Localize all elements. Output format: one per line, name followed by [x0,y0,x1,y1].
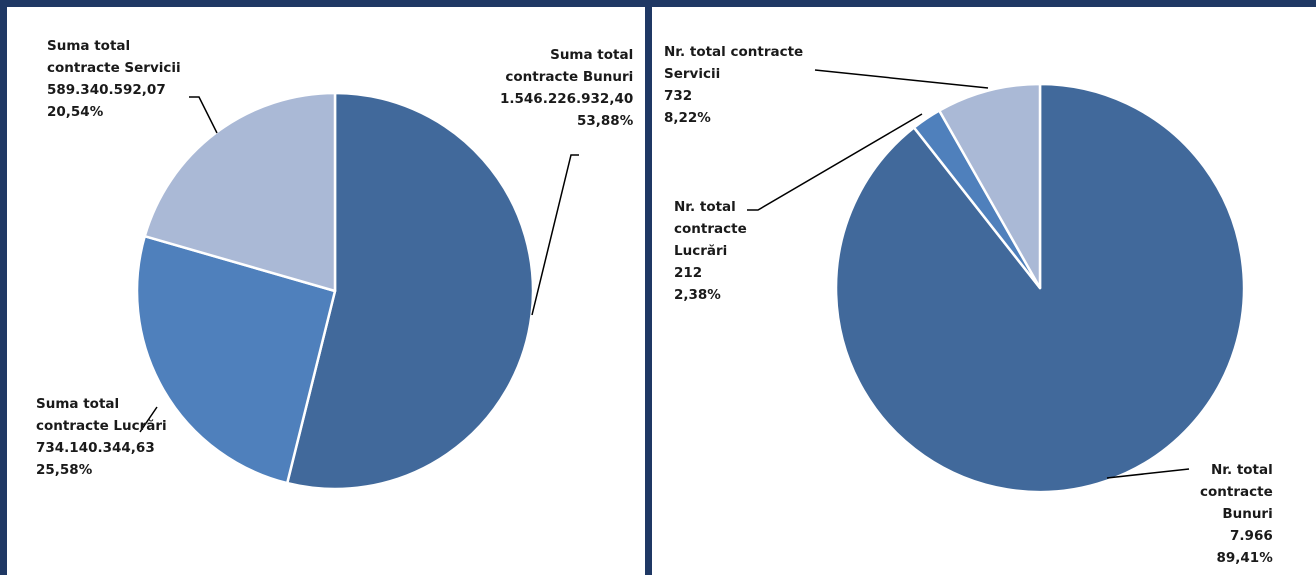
label-line: Nr. total [1210,462,1273,478]
label-line: Nr. total contracte [664,44,804,60]
slice-value: 589.340.592,07 [47,82,166,98]
leader-line-suma-servicii [189,96,218,134]
data-label-suma-servicii: Suma total contracte Servicii 589.340.59… [47,35,181,123]
leader-line-nr-servicii [814,69,989,89]
label-line: Lucrări [674,243,728,259]
label-line: Suma total [550,47,634,63]
label-line: Bunuri [1222,506,1273,522]
slice-value: 7.966 [1230,528,1273,544]
slice-value: 734.140.344,63 [36,440,155,456]
label-line: contracte Servicii [47,60,181,76]
label-line: Suma total [47,38,131,54]
label-line: contracte [1200,484,1273,500]
label-line: contracte Bunuri [505,69,634,85]
pie-chart-nr-total-svg [747,69,1246,494]
slice-value: 212 [674,265,703,281]
slice-value: 732 [664,88,693,104]
data-label-nr-bunuri: Nr. total contracte Bunuri 7.966 89,41% [1200,459,1273,569]
slice-percent: 20,54% [47,104,104,120]
slice-percent: 8,22% [664,110,711,126]
pie-slice-nr-servicii [938,82,1042,290]
label-line: contracte [674,221,747,237]
slice-percent: 89,41% [1216,550,1273,566]
slice-percent: 2,38% [674,287,721,303]
leader-line-nr-lucrari [747,113,923,211]
label-line: contracte Lucrări [36,418,167,434]
pie-chart-nr-total: Nr. total contracte Servicii 732 8,22% N… [652,7,1316,575]
label-line: Nr. total [674,199,736,215]
label-line: Suma total [36,396,120,412]
slice-percent: 25,58% [36,462,93,478]
leader-line-suma-bunuri [531,154,579,316]
pie-chart-suma-total-svg [135,91,579,491]
data-label-nr-servicii: Nr. total contracte Servicii 732 8,22% [664,41,803,129]
pie-slice-suma-lucrari [135,234,337,485]
leader-line-nr-bunuri [1106,468,1190,479]
pie-slice-suma-bunuri [285,91,535,491]
data-label-nr-lucrari: Nr. total contracte Lucrări 212 2,38% [674,196,747,306]
data-label-suma-bunuri: Suma total contracte Bunuri 1.546.226.93… [500,44,633,132]
label-line: Servicii [664,66,721,82]
pie-chart-suma-total: Suma total contracte Bunuri 1.546.226.93… [7,7,645,575]
slice-percent: 53,88% [577,113,634,129]
slice-value: 1.546.226.932,40 [500,91,634,107]
data-label-suma-lucrari: Suma total contracte Lucrări 734.140.344… [36,393,167,481]
pie-slice-suma-servicii [143,91,337,293]
leader-line-suma-lucrari [139,406,158,433]
